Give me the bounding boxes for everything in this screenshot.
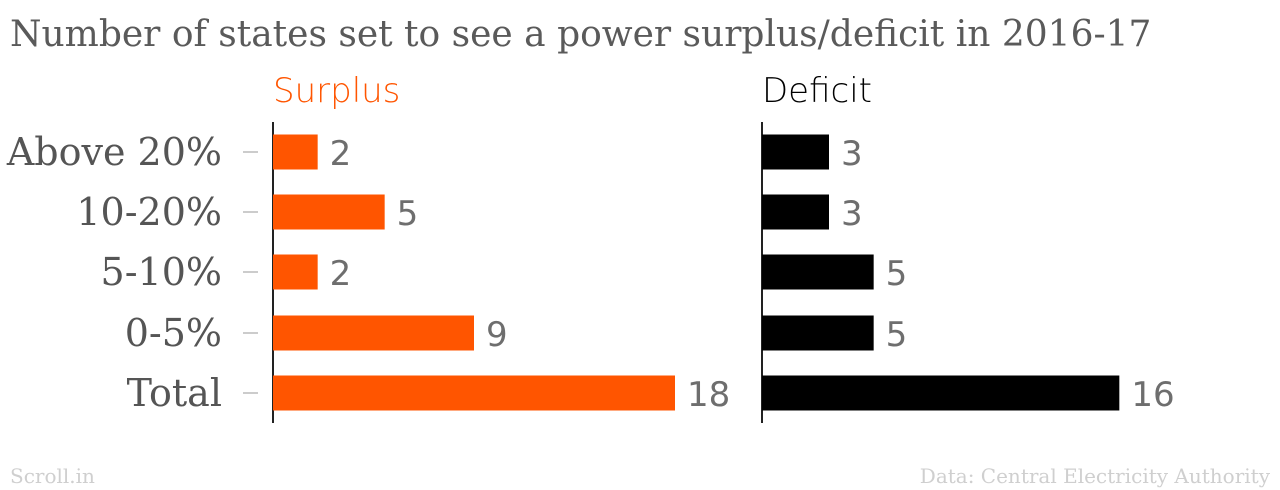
surplus-value-label: 2 [330, 134, 352, 174]
chart-title: Number of states set to see a power surp… [10, 14, 1151, 55]
bars [273, 134, 1120, 411]
footer-source-left: Scroll.in [10, 464, 95, 488]
surplus-bar [273, 315, 474, 351]
deficit-bar [762, 375, 1120, 411]
surplus-bar [273, 194, 385, 230]
category-label: 0-5% [125, 311, 222, 355]
category-label: Total [127, 371, 222, 415]
deficit-value-label: 16 [1131, 375, 1174, 415]
deficit-bar [762, 254, 874, 290]
surplus-value-label: 9 [486, 315, 508, 355]
category-label: 10-20% [76, 190, 222, 234]
value-labels: 2 35 32 59 518 16 [330, 134, 1175, 415]
panel-label-surplus: Surplus [273, 71, 400, 111]
category-labels: Above 20% 10-20% 5-10% 0-5% Total [6, 130, 222, 415]
panel-label-deficit: Deficit [762, 71, 872, 111]
category-ticks [243, 151, 258, 394]
footer-source-right: Data: Central Electricity Authority [920, 464, 1271, 488]
deficit-value-label: 3 [841, 134, 863, 174]
surplus-bar [273, 375, 675, 411]
surplus-bar [273, 134, 318, 170]
surplus-value-label: 5 [397, 194, 419, 234]
deficit-bar [762, 315, 874, 351]
deficit-bar [762, 134, 829, 170]
surplus-value-label: 2 [330, 254, 352, 294]
category-label: 5-10% [101, 250, 222, 294]
deficit-value-label: 5 [886, 254, 908, 294]
deficit-value-label: 5 [886, 315, 908, 355]
deficit-bar [762, 194, 829, 230]
category-label: Above 20% [6, 130, 222, 174]
deficit-value-label: 3 [841, 194, 863, 234]
surplus-value-label: 18 [687, 375, 730, 415]
surplus-bar [273, 254, 318, 290]
